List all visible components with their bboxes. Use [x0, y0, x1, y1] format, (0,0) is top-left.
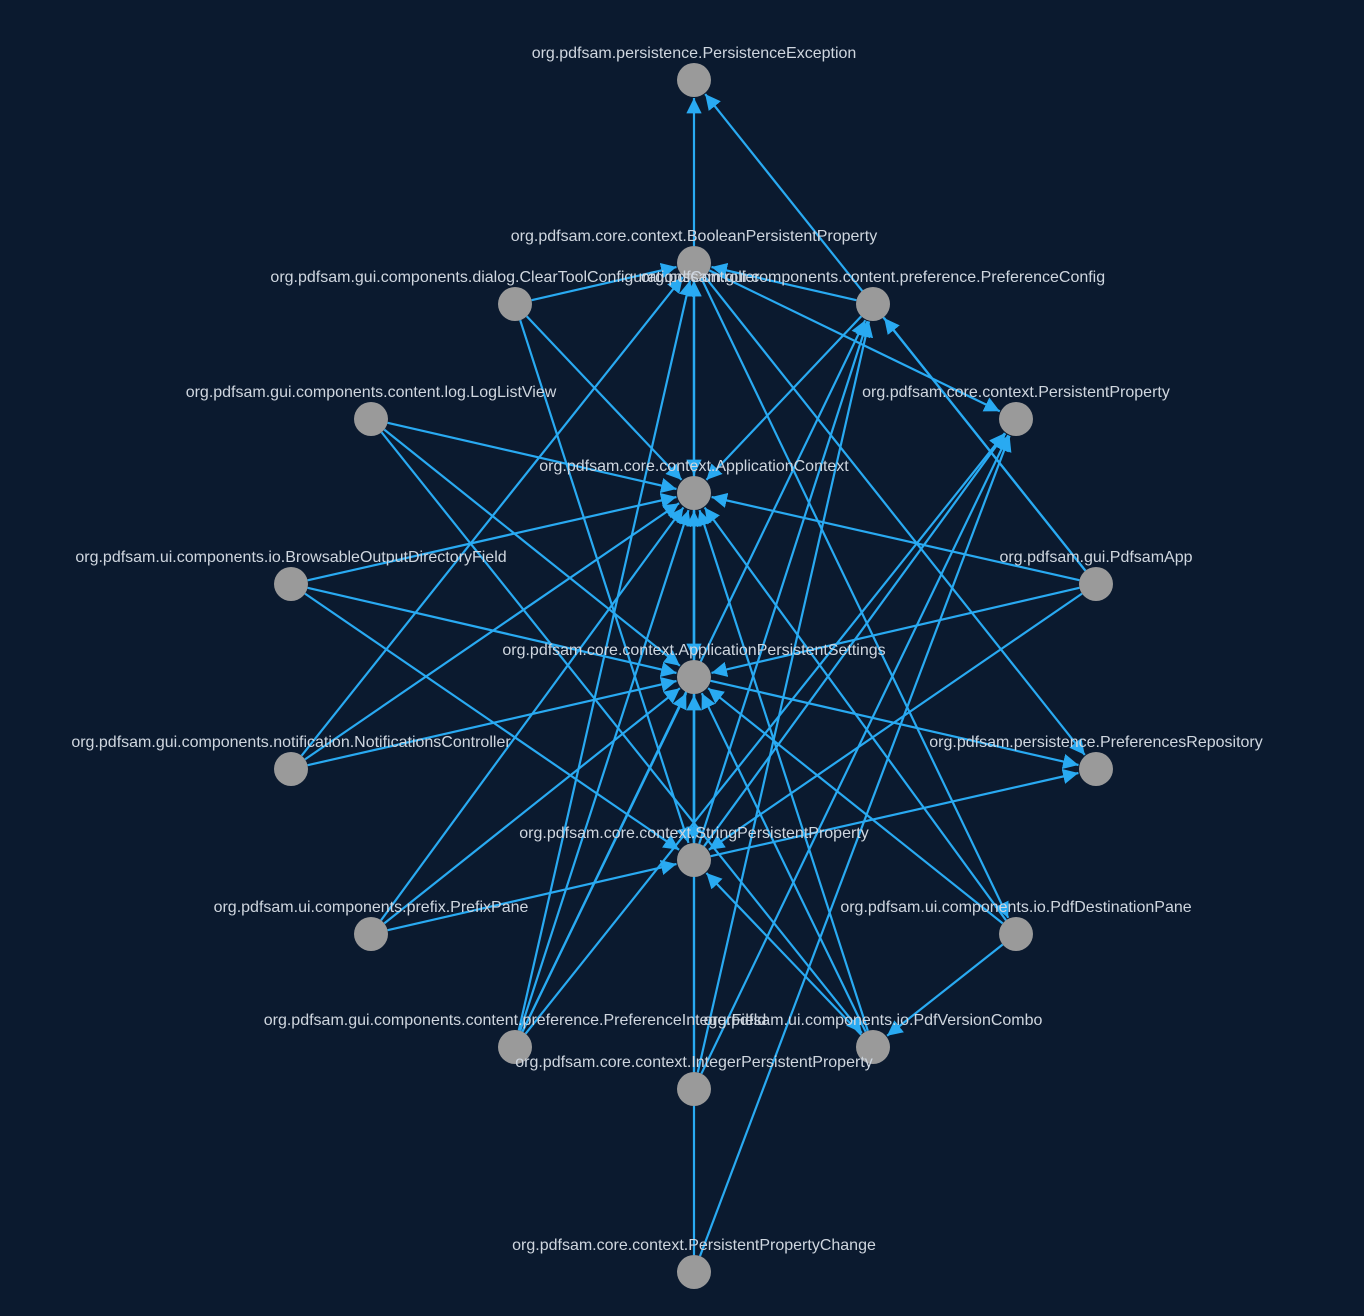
- node-preference_integer_field[interactable]: [498, 1030, 532, 1064]
- edge-notifications_controller-to-application_context: [304, 502, 680, 761]
- edge-pdf_destination_pane-to-application_context: [703, 506, 1007, 921]
- node-browsable_output_directory_field[interactable]: [274, 567, 308, 601]
- edge-browsable_output_directory_field-to-application_context: [307, 492, 677, 582]
- edge-application_persistent_settings-to-preferences_repository: [710, 679, 1079, 770]
- node-label-browsable_output_directory_field: org.pdfsam.ui.components.io.BrowsableOut…: [75, 549, 506, 566]
- edge-browsable_output_directory_field-to-string_persistent_property: [304, 592, 680, 851]
- node-notifications_controller[interactable]: [274, 752, 308, 786]
- node-label-application_context: org.pdfsam.core.context.ApplicationConte…: [539, 458, 849, 475]
- edge-pdfsam_app-to-preference_config: [883, 317, 1087, 572]
- node-pdf_destination_pane[interactable]: [999, 917, 1033, 951]
- node-label-preference_config: org.pdfsam.gui.components.content.prefer…: [641, 269, 1105, 286]
- node-label-notifications_controller: org.pdfsam.gui.components.notification.N…: [71, 734, 511, 751]
- node-label-persistence_exception: org.pdfsam.persistence.PersistenceExcept…: [532, 45, 857, 62]
- node-label-log_list_view: org.pdfsam.gui.components.content.log.Lo…: [186, 384, 557, 401]
- edge-pdfsam_app-to-string_persistent_property: [708, 592, 1083, 851]
- edge-clear_tool_config_controller-to-boolean_persistent_property: [531, 262, 677, 302]
- edge-log_list_view-to-pdf_version_combo: [380, 431, 863, 1034]
- node-label-persistent_property: org.pdfsam.core.context.PersistentProper…: [862, 384, 1170, 401]
- node-application_persistent_settings[interactable]: [677, 660, 711, 694]
- edge-prefix_pane-to-application_persistent_settings: [383, 687, 681, 925]
- node-label-clear_tool_config_controller: org.pdfsam.gui.components.dialog.ClearTo…: [270, 269, 760, 286]
- node-label-pdf_destination_pane: org.pdfsam.ui.components.io.PdfDestinati…: [840, 899, 1191, 916]
- node-integer_persistent_property[interactable]: [677, 1072, 711, 1106]
- node-preferences_repository[interactable]: [1079, 752, 1113, 786]
- edge-boolean_persistent_property-to-pdf_destination_pane: [700, 277, 1010, 919]
- node-label-prefix_pane: org.pdfsam.ui.components.prefix.PrefixPa…: [214, 899, 529, 916]
- edge-notifications_controller-to-application_persistent_settings: [307, 676, 677, 767]
- node-label-integer_persistent_property: org.pdfsam.core.context.IntegerPersisten…: [515, 1054, 873, 1071]
- node-persistent_property_change[interactable]: [677, 1255, 711, 1289]
- node-clear_tool_config_controller[interactable]: [498, 287, 532, 321]
- node-label-persistent_property_change: org.pdfsam.core.context.PersistentProper…: [512, 1237, 876, 1254]
- node-pdfsam_app[interactable]: [1079, 567, 1113, 601]
- edge-preference_integer_field-to-persistent_property: [524, 432, 1006, 1035]
- labels-layer: org.pdfsam.persistence.PersistenceExcept…: [71, 45, 1262, 1254]
- edges-layer: [300, 93, 1087, 1257]
- node-label-string_persistent_property: org.pdfsam.core.context.StringPersistent…: [519, 825, 869, 842]
- edge-pdfsam_app-to-application_context: [711, 492, 1080, 582]
- edge-pdf_version_combo-to-application_context: [696, 509, 869, 1032]
- edge-log_list_view-to-application_persistent_settings: [383, 428, 681, 667]
- edge-persistent_property_change-to-persistent_property: [698, 435, 1012, 1257]
- node-prefix_pane[interactable]: [354, 917, 388, 951]
- nodes-layer: [274, 63, 1113, 1289]
- edge-prefix_pane-to-application_context: [380, 506, 685, 921]
- node-application_context[interactable]: [677, 476, 711, 510]
- node-label-pdfsam_app: org.pdfsam.gui.PdfsamApp: [1000, 549, 1193, 566]
- edge-preference_config-to-application_context: [705, 315, 863, 481]
- edge-pdfsam_app-to-application_persistent_settings: [711, 586, 1080, 677]
- edge-clear_tool_config_controller-to-string_persistent_property: [519, 319, 692, 844]
- node-log_list_view[interactable]: [354, 402, 388, 436]
- node-label-preferences_repository: org.pdfsam.persistence.PreferencesReposi…: [929, 734, 1263, 751]
- edge-pdf_destination_pane-to-application_persistent_settings: [707, 687, 1004, 925]
- edge-preference_config-to-boolean_persistent_property: [711, 262, 857, 302]
- edge-string_persistent_property-to-preference_config: [698, 320, 871, 845]
- edge-pdf_version_combo-to-application_persistent_settings: [700, 692, 867, 1033]
- node-boolean_persistent_property[interactable]: [677, 246, 711, 280]
- edge-preference_integer_field-to-application_context: [519, 509, 692, 1032]
- edge-pdf_destination_pane-to-pdf_version_combo: [886, 943, 1004, 1037]
- edge-string_persistent_property-to-preferences_repository: [710, 768, 1079, 858]
- edge-clear_tool_config_controller-to-application_context: [525, 315, 683, 481]
- edge-boolean_persistent_property-to-preferences_repository: [703, 275, 1086, 756]
- node-label-application_persistent_settings: org.pdfsam.core.context.ApplicationPersi…: [502, 642, 885, 659]
- node-label-pdf_version_combo: org.pdfsam.ui.components.io.PdfVersionCo…: [704, 1012, 1043, 1029]
- node-persistence_exception[interactable]: [677, 63, 711, 97]
- edge-prefix_pane-to-string_persistent_property: [387, 859, 677, 932]
- edge-string_persistent_property-to-persistent_property: [703, 432, 1007, 847]
- node-pdf_version_combo[interactable]: [856, 1030, 890, 1064]
- edge-log_list_view-to-application_context: [387, 421, 677, 494]
- node-persistent_property[interactable]: [999, 402, 1033, 436]
- node-string_persistent_property[interactable]: [677, 843, 711, 877]
- edge-integer_persistent_property-to-preference_config: [696, 321, 874, 1073]
- node-preference_config[interactable]: [856, 287, 890, 321]
- edge-pdf_version_combo-to-string_persistent_property: [705, 872, 862, 1036]
- edge-integer_persistent_property-to-persistent_property: [700, 434, 1010, 1075]
- node-label-boolean_persistent_property: org.pdfsam.core.context.BooleanPersisten…: [511, 228, 877, 245]
- node-label-preference_integer_field: org.pdfsam.gui.components.content.prefer…: [264, 1012, 767, 1029]
